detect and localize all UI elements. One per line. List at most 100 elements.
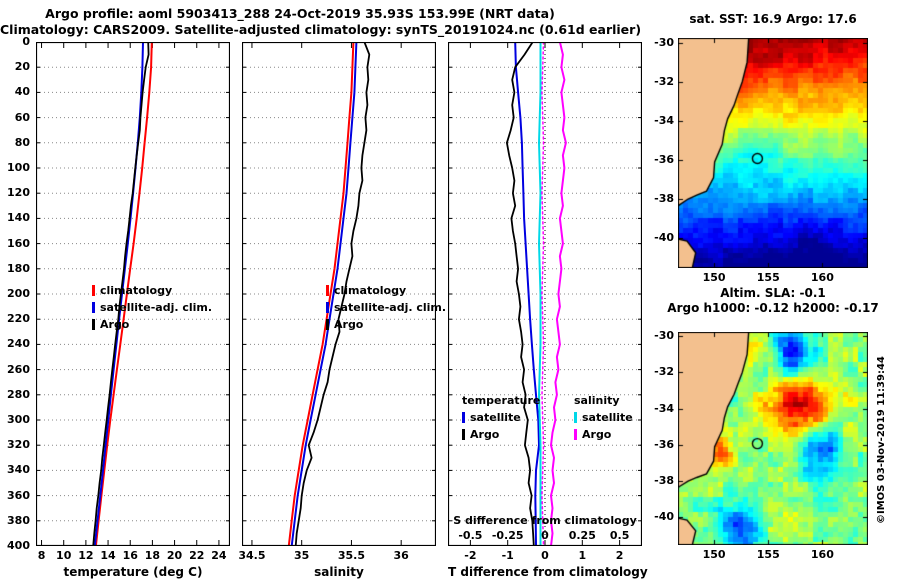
legend-item: satellite-adj. clim. — [326, 299, 446, 316]
lat-tick-label: -36 — [654, 437, 674, 451]
legend-item-label: climatology — [100, 284, 173, 297]
depth-tick-label: 400 — [7, 539, 30, 552]
series-argo — [294, 42, 371, 546]
x-tick-label: 8 — [37, 549, 46, 562]
watermark: ©IMOS 03-Nov-2019 11:39:44 — [876, 356, 887, 524]
lon-tick-label: 160 — [810, 271, 834, 284]
x-tick-label: -1 — [501, 549, 514, 562]
legend-item: satellite — [462, 409, 540, 426]
x-tick-label: 35 — [294, 549, 310, 562]
difference-plot — [448, 42, 642, 546]
temperature-axis-label: temperature (deg C) — [63, 565, 203, 579]
x-tick-label: 14 — [100, 549, 116, 562]
legend-marker — [326, 302, 329, 313]
depth-tick-label: 180 — [7, 261, 30, 275]
figure-title-line-1: Argo profile: aoml 5903413_288 24-Oct-20… — [45, 6, 555, 21]
legend-marker — [574, 412, 577, 423]
legend-item: Argo — [92, 316, 212, 333]
sst-map — [678, 38, 868, 268]
legend-marker — [462, 429, 465, 440]
depth-tick-label: 80 — [14, 135, 30, 149]
depth-tick-label: 120 — [7, 186, 30, 200]
lat-tick-label: -30 — [654, 35, 674, 49]
lat-tick-label: -40 — [654, 510, 674, 524]
legend-marker — [92, 302, 95, 313]
lat-tick-label: -38 — [654, 474, 674, 488]
x-tick-label: 18 — [144, 549, 161, 562]
depth-tick-label: 280 — [7, 387, 30, 401]
x-tick-label: 2 — [615, 549, 624, 562]
depth-tick-label: 240 — [7, 337, 30, 351]
depth-tick-label: 160 — [7, 236, 30, 250]
legend-item: Argo — [326, 316, 446, 333]
series-s-diff-satellite-adj — [541, 42, 545, 546]
legend-title: salinity — [574, 392, 633, 409]
series-t-diff-argo — [506, 42, 535, 546]
legend-item: satellite — [574, 409, 633, 426]
depth-tick-label: 200 — [7, 287, 30, 300]
depth-tick-label: 140 — [7, 211, 30, 225]
legend-title-text: salinity — [574, 394, 620, 407]
legend-item: Argo — [462, 426, 540, 443]
depth-tick-label: 60 — [14, 110, 30, 124]
x-tick-label: 35.5 — [337, 549, 365, 562]
legend-item: Argo — [574, 426, 633, 443]
legend-item-label: Argo — [582, 428, 612, 441]
legend-marker — [92, 319, 95, 330]
depth-tick-label: 380 — [7, 513, 30, 527]
legend-group: temperature satellite Argo — [462, 392, 540, 443]
depth-tick-label: 100 — [7, 161, 30, 174]
lon-tick-label: 155 — [756, 271, 780, 284]
lat-tick-label: -34 — [654, 401, 674, 415]
depth-tick-label: 260 — [7, 362, 30, 376]
depth-tick-label: 300 — [7, 413, 30, 426]
lon-tick-label: 150 — [702, 271, 726, 284]
series-satellite-adjusted-climatology — [290, 42, 358, 546]
legend-marker — [92, 285, 95, 296]
salinity-panel: 34.5 35 35.5 36 salinity climatology satelli… — [238, 42, 446, 579]
lon-tick-label: 160 — [810, 548, 834, 561]
series-s-diff-argo — [550, 42, 567, 546]
salinity-axis-label: salinity — [314, 565, 364, 579]
x-tick-label: 34.5 — [238, 549, 266, 562]
series-climatology — [94, 42, 153, 546]
series-t-diff-satellite — [514, 42, 540, 546]
lat-tick-label: -38 — [654, 192, 674, 205]
depth-tick-label: 340 — [7, 463, 30, 477]
legend-group: climatology satellite-adj. clim. Argo — [326, 282, 446, 333]
legend-marker — [574, 429, 577, 440]
difference-axis-label: T difference from climatology — [448, 565, 648, 579]
lat-tick-label: -34 — [654, 113, 674, 127]
legend-item-label: satellite — [470, 411, 521, 424]
legend-marker — [462, 412, 465, 423]
lat-tick-label: -40 — [654, 231, 674, 245]
series-argo — [92, 42, 150, 546]
x-tick-label: -2 — [464, 549, 477, 562]
temperature-panel: 8 10 12 14 16 18 20 22 24 temperature (deg C) cl… — [36, 42, 230, 579]
lat-tick-label: -32 — [654, 74, 674, 88]
legend-item-label: Argo — [100, 318, 130, 331]
axes-box — [448, 42, 642, 546]
lon-tick-label: 150 — [702, 548, 726, 561]
lon-tick-label: 155 — [756, 548, 780, 561]
lat-tick-label: -30 — [654, 329, 674, 343]
legend-item: climatology — [92, 282, 212, 299]
axes-box — [36, 42, 230, 546]
x-tick-label: 12 — [78, 549, 94, 562]
legend-item-label: satellite-adj. clim. — [100, 301, 213, 314]
legend-group: climatology satellite-adj. clim. Argo — [92, 282, 212, 333]
difference-panel: -2 -1 0 1 2 T difference from climatology te… — [448, 42, 648, 579]
sla-map-title-line-1: Altim. SLA: -0.1 — [720, 286, 826, 300]
temperature-plot — [36, 42, 230, 546]
depth-axis-labels: 0 20 40 60 80 100 120 140 160 180 200 220 240 260 280 3… — [0, 35, 33, 554]
legend-item-label: climatology — [334, 284, 407, 297]
depth-tick-label: 320 — [7, 438, 30, 452]
secondary-tick-label: 0 — [541, 529, 549, 542]
depth-tick-label: 220 — [7, 312, 30, 326]
series-s-diff-satellite — [538, 42, 542, 546]
x-tick-label: 36 — [393, 549, 409, 562]
lat-tick-label: -32 — [654, 365, 674, 379]
secondary-tick-label: -0.25 — [491, 529, 524, 542]
legend-item: climatology — [326, 282, 446, 299]
